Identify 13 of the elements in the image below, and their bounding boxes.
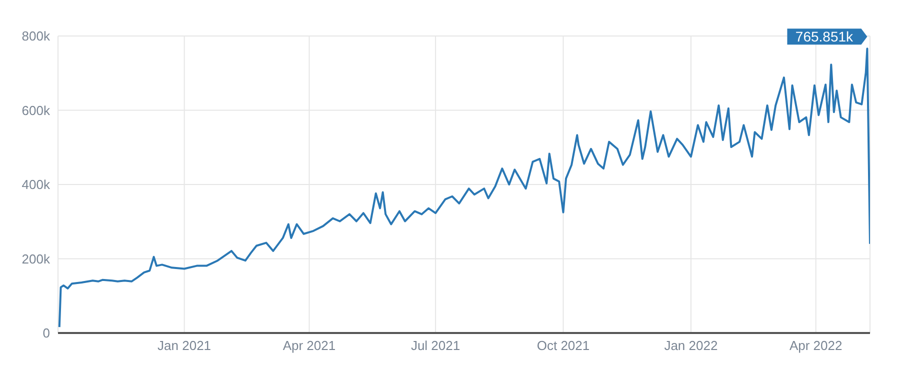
y-tick-label: 0 (42, 326, 50, 341)
x-tick-label: Jan 2022 (664, 338, 718, 354)
y-tick-label: 400k (22, 177, 50, 192)
x-tick-label: Apr 2022 (789, 338, 842, 354)
annotation: 765.851k (795, 28, 854, 45)
x-tick-label: Jan 2021 (158, 338, 212, 354)
y-tick-label: 800k (22, 28, 50, 44)
line-series (58, 48, 870, 328)
x-tick-label: Oct 2021 (536, 338, 590, 354)
y-tick-label: 600k (22, 102, 50, 118)
x-tick-label: Jul 2021 (410, 338, 460, 354)
x-tick-label: Apr 2021 (282, 338, 336, 354)
y-tick-label: 200k (22, 251, 50, 266)
